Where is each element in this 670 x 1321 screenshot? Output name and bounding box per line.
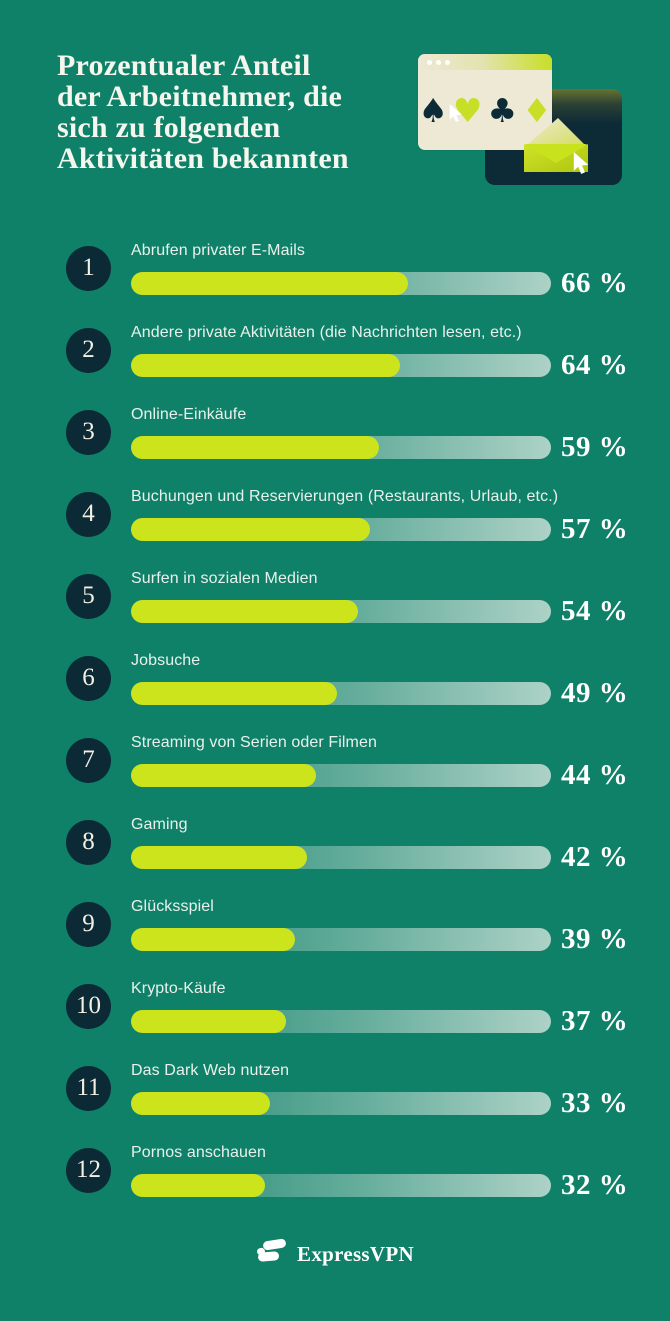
bar-label: Gaming [131,816,188,833]
bar-fill [131,518,371,541]
bar-fill [131,272,409,295]
brand-name: ExpressVPN [297,1241,414,1266]
bar-label: Andere private Aktivitäten (die Nachrich… [131,324,522,341]
bar-value: 42 % [561,841,629,873]
bar-value: 59 % [561,431,629,463]
bar-row: 9 Glücksspiel 39 % [0,898,670,984]
bar-row: 12 Pornos anschauen 32 % [0,1144,670,1230]
bar-track [131,1092,551,1115]
window-dots-icon [427,60,450,65]
browser-titlebar [418,54,552,70]
bar-value: 57 % [561,513,629,545]
rank-badge: 6 [66,656,111,701]
bar-value: 32 % [561,1169,629,1201]
bar-row: 3 Online-Einkäufe 59 % [0,406,670,492]
bar-label: Jobsuche [131,652,201,669]
bar-row: 5 Surfen in sozialen Medien 54 % [0,570,670,656]
bar-track [131,354,551,377]
bar-track [131,928,551,951]
bar-fill [131,764,316,787]
bar-row: 8 Gaming 42 % [0,816,670,902]
club-icon: ♣ [487,90,518,130]
bar-track [131,436,551,459]
bar-track [131,1010,551,1033]
bar-fill [131,928,295,951]
rank-number: 2 [82,335,95,363]
rank-badge: 9 [66,902,111,947]
cursor-icon [448,104,465,123]
bar-label: Abrufen privater E-Mails [131,242,306,259]
header-illustration: ♠ ♥ ♣ ♦ [400,40,640,200]
bar-label: Surfen in sozialen Medien [131,570,318,587]
bar-row: 10 Krypto-Käufe 37 % [0,980,670,1066]
bar-value: 64 % [561,349,629,381]
bars-list: 1 Abrufen privater E-Mails 66 % 2 Andere… [0,242,670,1242]
bar-track [131,764,551,787]
bar-value: 44 % [561,759,629,791]
page-title: Prozentualer Anteil der Arbeitnehmer, di… [57,49,349,175]
rank-number: 5 [82,581,95,609]
rank-badge: 1 [66,246,111,291]
rank-badge: 7 [66,738,111,783]
bar-value: 37 % [561,1005,629,1037]
rank-number: 9 [82,909,95,937]
bar-row: 11 Das Dark Web nutzen 33 % [0,1062,670,1148]
bar-value: 49 % [561,677,629,709]
rank-badge: 4 [66,492,111,537]
expressvpn-logo-icon [256,1238,288,1270]
bar-value: 54 % [561,595,629,627]
bar-row: 4 Buchungen und Reservierungen (Restaura… [0,488,670,574]
rank-number: 3 [82,417,95,445]
rank-badge: 3 [66,410,111,455]
bar-fill [131,600,358,623]
rank-number: 6 [82,663,95,691]
bar-fill [131,846,308,869]
rank-number: 11 [76,1073,101,1101]
rank-badge: 5 [66,574,111,619]
bar-label: Krypto-Käufe [131,980,226,997]
bar-label: Pornos anschauen [131,1144,267,1161]
bar-value: 33 % [561,1087,629,1119]
bar-label: Online-Einkäufe [131,406,247,423]
bar-track [131,1174,551,1197]
bar-fill [131,1174,266,1197]
bar-label: Buchungen und Reservierungen (Restaurant… [131,488,559,505]
rank-number: 12 [76,1155,101,1183]
cursor-icon [572,152,592,175]
bar-value: 39 % [561,923,629,955]
rank-number: 10 [76,991,101,1019]
bar-label: Streaming von Serien oder Filmen [131,734,377,751]
rank-badge: 11 [66,1066,111,1111]
diamond-icon: ♦ [522,90,552,130]
footer: ExpressVPN [0,1238,670,1270]
bar-row: 2 Andere private Aktivitäten (die Nachri… [0,324,670,410]
rank-badge: 10 [66,984,111,1029]
bar-row: 7 Streaming von Serien oder Filmen 44 % [0,734,670,820]
bar-fill [131,1092,270,1115]
spade-icon: ♠ [418,90,448,130]
rank-number: 7 [82,745,95,773]
bar-fill [131,436,379,459]
bar-track [131,272,551,295]
rank-badge: 12 [66,1148,111,1193]
bar-track [131,682,551,705]
bar-value: 66 % [561,267,629,299]
bar-fill [131,682,337,705]
bar-track [131,846,551,869]
rank-number: 4 [82,499,95,527]
bar-row: 6 Jobsuche 49 % [0,652,670,738]
bar-track [131,518,551,541]
rank-number: 8 [82,827,95,855]
bar-track [131,600,551,623]
rank-badge: 8 [66,820,111,865]
bar-label: Das Dark Web nutzen [131,1062,290,1079]
bar-fill [131,354,400,377]
rank-badge: 2 [66,328,111,373]
envelope-icon [522,116,590,179]
rank-number: 1 [82,253,95,281]
bar-label: Glücksspiel [131,898,214,915]
bar-fill [131,1010,287,1033]
bar-row: 1 Abrufen privater E-Mails 66 % [0,242,670,328]
